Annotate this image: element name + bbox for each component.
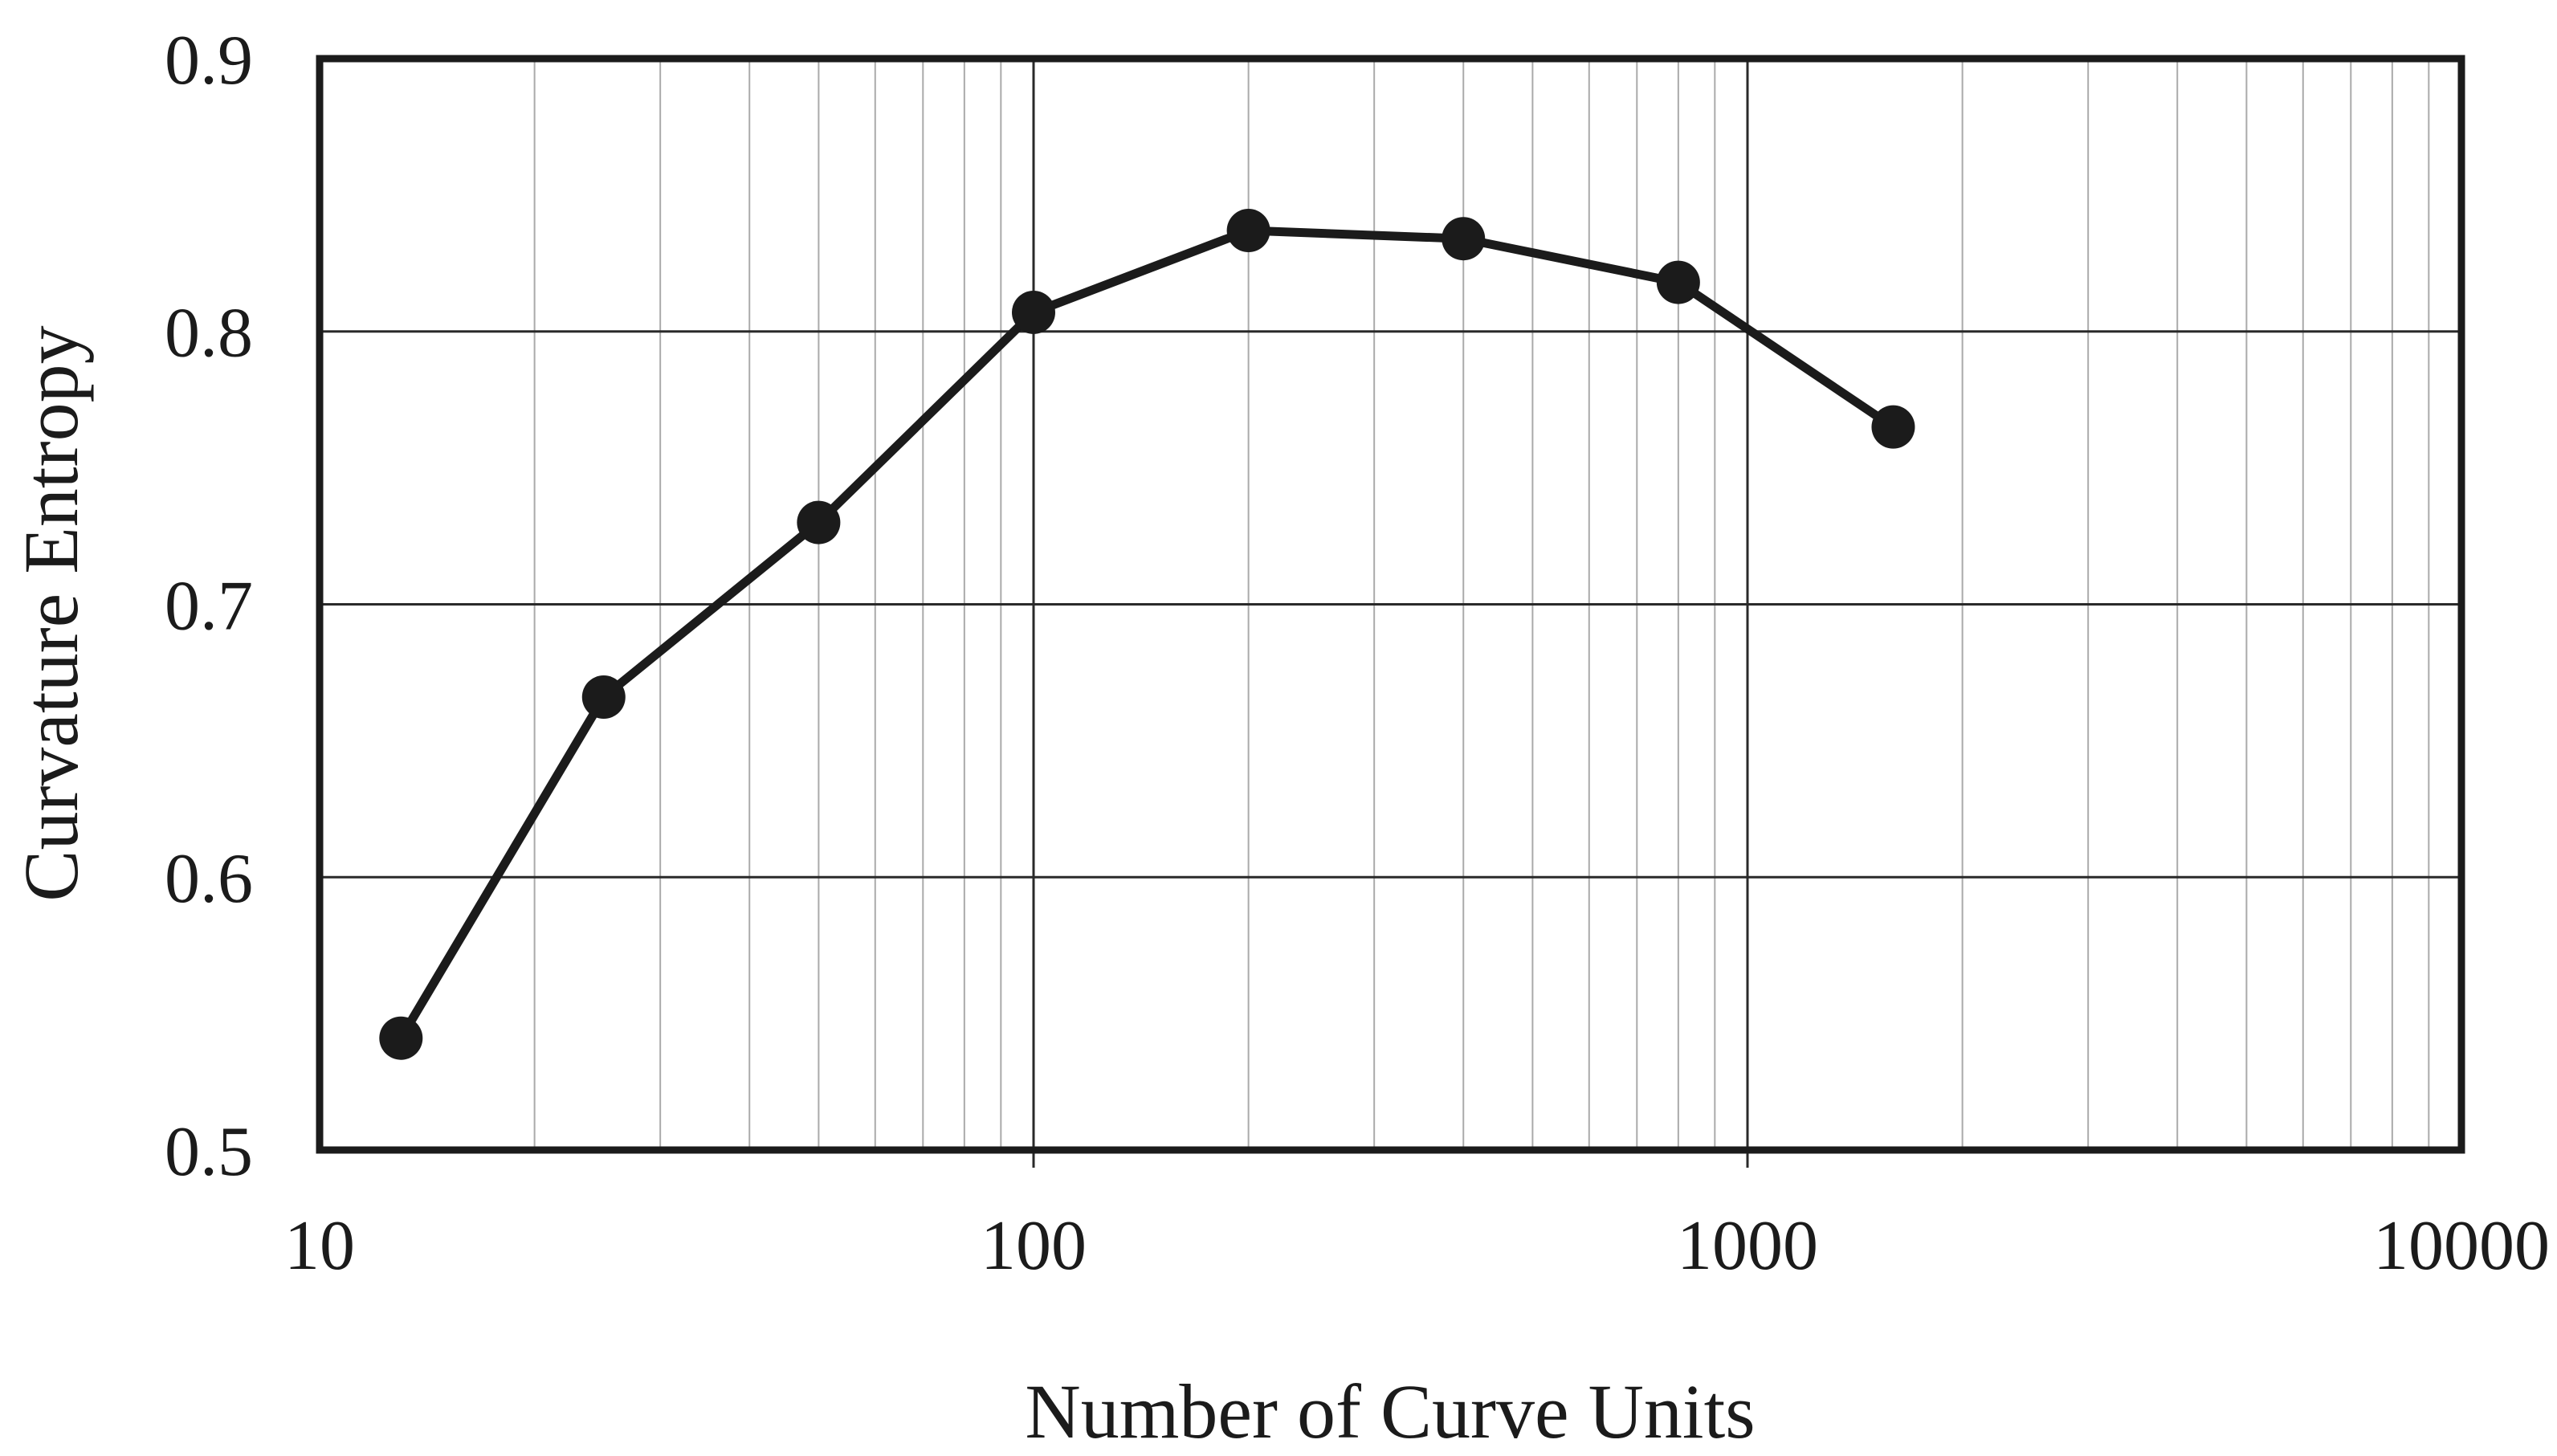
y-tick-label: 0.5 (165, 1113, 253, 1191)
series-line (397, 226, 1896, 1041)
y-tick-label: 0.9 (165, 22, 253, 100)
data-point (581, 675, 626, 720)
data-point (797, 500, 841, 544)
x-tick-label: 10000 (2373, 1207, 2550, 1285)
data-point (1871, 405, 1915, 449)
data-point (1442, 217, 1486, 261)
x-tick-label: 1000 (1677, 1207, 1818, 1285)
y-tick-label: 0.6 (165, 840, 253, 918)
y-tick-label: 0.8 (165, 295, 253, 373)
data-point (379, 1016, 423, 1060)
plot-border (316, 55, 2465, 1154)
x-tick-label: 10 (284, 1207, 355, 1285)
data-point (1656, 260, 1700, 304)
x-tick-label: 100 (981, 1207, 1087, 1285)
y-tick-label: 0.7 (165, 567, 253, 645)
x-axis-title: Number of Curve Units (1025, 1368, 1756, 1454)
data-point (1012, 290, 1055, 334)
y-axis-title: Curvature Entropy (8, 325, 94, 902)
data-point (1226, 209, 1270, 253)
